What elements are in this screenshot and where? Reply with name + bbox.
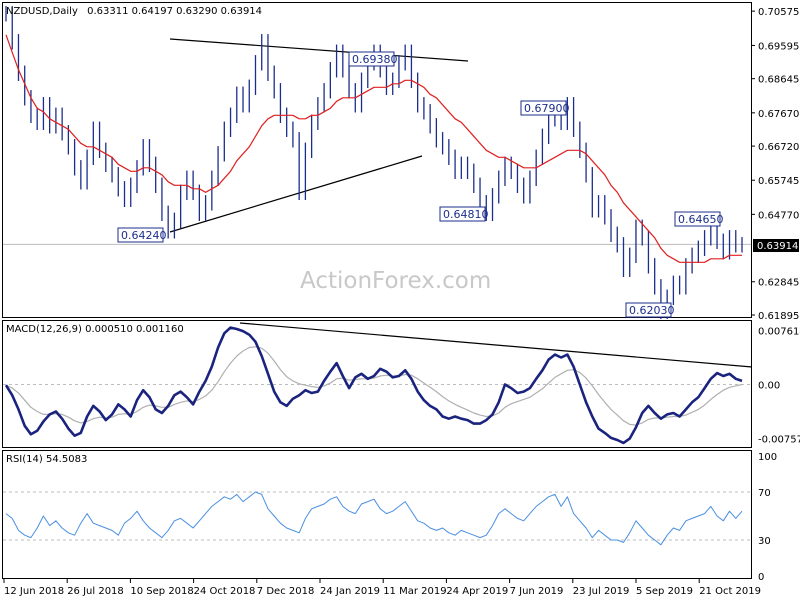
- rsi-title: RSI(14) 54.5083: [6, 454, 87, 465]
- price-y-label-0: 0.70575: [758, 7, 799, 18]
- price-y-label-9: 0.61895: [758, 311, 799, 322]
- annotation-label-5: 0.62030: [629, 304, 675, 317]
- macd-y-label-1: 0.00: [758, 381, 780, 392]
- symbol-label: NZDUSD,Daily: [6, 6, 78, 17]
- price-y-label-6: 0.64770: [758, 210, 799, 221]
- price-title: NZDUSD,Daily 0.63311 0.64197 0.63290 0.6…: [6, 6, 262, 17]
- rsi-y-label-3: 0: [758, 572, 764, 583]
- trendlines: [169, 38, 753, 368]
- annotation-label-3: 0.64810: [443, 208, 489, 221]
- annotation-label-2: 0.67900: [524, 102, 570, 115]
- x-label-2: 10 Sep 2018: [130, 586, 193, 597]
- price-y-label-5: 0.65745: [758, 176, 799, 187]
- x-label-4: 7 Dec 2018: [257, 586, 315, 597]
- ohlc-label: 0.63311 0.64197 0.63290 0.63914: [87, 6, 262, 17]
- x-label-10: 5 Sep 2019: [636, 586, 693, 597]
- annotation-box-3: [439, 206, 486, 222]
- price-annotations: 0.64240 0.69380 0.67900 0.64810 0.64650 …: [117, 51, 724, 318]
- annotation-box-1: [348, 51, 395, 67]
- x-label-11: 21 Oct 2019: [699, 586, 761, 597]
- rsi-y-label-2: 30: [758, 536, 771, 547]
- rsi-panel-frame: [2, 450, 752, 579]
- x-label-7: 24 Apr 2019: [446, 586, 508, 597]
- annotation-label-0: 0.64240: [121, 229, 167, 242]
- rsi-y-label-1: 70: [758, 488, 771, 499]
- price-lower-trendline: [169, 155, 423, 233]
- price-y-label-4: 0.66720: [758, 142, 799, 153]
- annotation-box-4: [674, 211, 721, 227]
- x-label-3: 24 Oct 2018: [194, 586, 256, 597]
- x-label-8: 7 Jun 2019: [510, 586, 564, 597]
- price-y-label-3: 0.67670: [758, 109, 799, 120]
- price-y-label-1: 0.69595: [758, 41, 799, 52]
- rsi-lines: [5, 491, 743, 546]
- annotation-box-0: [117, 227, 164, 243]
- x-label-0: 12 Jun 2018: [4, 586, 64, 597]
- x-label-1: 26 Jul 2018: [67, 586, 124, 597]
- macd-y-label-0: 0.007614: [758, 326, 800, 337]
- x-label-5: 24 Jan 2019: [320, 586, 380, 597]
- annotation-label-1: 0.69380: [352, 53, 398, 66]
- macd-main-line: [4, 326, 743, 445]
- price-lines: [5, 34, 742, 263]
- annotation-box-5: [625, 302, 672, 318]
- x-label-9: 23 Jul 2019: [573, 586, 630, 597]
- price-y-label-8: 0.62845: [758, 278, 799, 289]
- rsi-y-label-0: 100: [758, 452, 777, 463]
- macd-trendline: [239, 322, 753, 368]
- annotation-box-2: [520, 100, 567, 116]
- current-price-label: 0.63914: [757, 241, 798, 252]
- macd-title: MACD(12,26,9) 0.000510 0.001160: [6, 324, 184, 335]
- macd-lines: [4, 326, 743, 445]
- x-label-6: 11 Mar 2019: [383, 586, 446, 597]
- rsi-line: [5, 491, 743, 546]
- price-y-label-2: 0.68645: [758, 75, 799, 86]
- annotation-label-4: 0.64650: [678, 213, 724, 226]
- price-upper-trendline: [169, 38, 469, 62]
- watermark: ActionForex.com: [300, 268, 491, 294]
- price-sma-line: [5, 34, 742, 263]
- current-price-tag: [753, 239, 799, 252]
- macd-y-label-2: -0.007573: [758, 434, 800, 445]
